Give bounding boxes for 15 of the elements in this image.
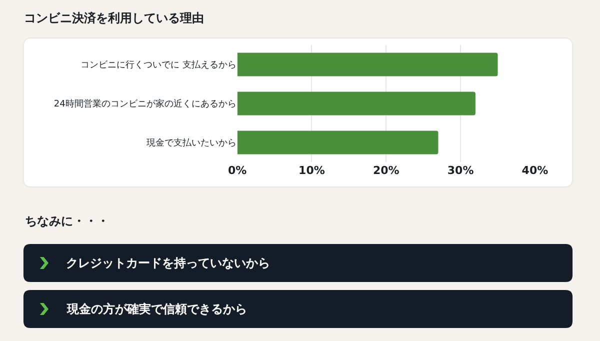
bar	[237, 52, 498, 76]
y-tick-label: 24時間営業のコンビニが家の近くにあるから	[54, 98, 236, 110]
text: クレジットカードを持っていないから	[66, 256, 270, 270]
text: 現金の方が確実で信頼できるから	[66, 302, 247, 316]
y-tick-label: コンビニに行くついでに 支払えるから	[80, 60, 236, 71]
x-tick-label: 20%	[372, 164, 400, 177]
text: ちなみに・・・	[25, 214, 109, 228]
text: コンビニ決済を利用している理由	[24, 11, 204, 25]
bar	[237, 92, 476, 116]
x-tick-label: 30%	[447, 164, 474, 177]
x-tick-label: 10%	[298, 164, 325, 177]
bar	[237, 130, 438, 154]
x-tick-label: 0%	[228, 164, 247, 177]
y-tick-label: 現金で支払いたいから	[146, 138, 236, 149]
x-tick-label: 40%	[522, 164, 548, 177]
